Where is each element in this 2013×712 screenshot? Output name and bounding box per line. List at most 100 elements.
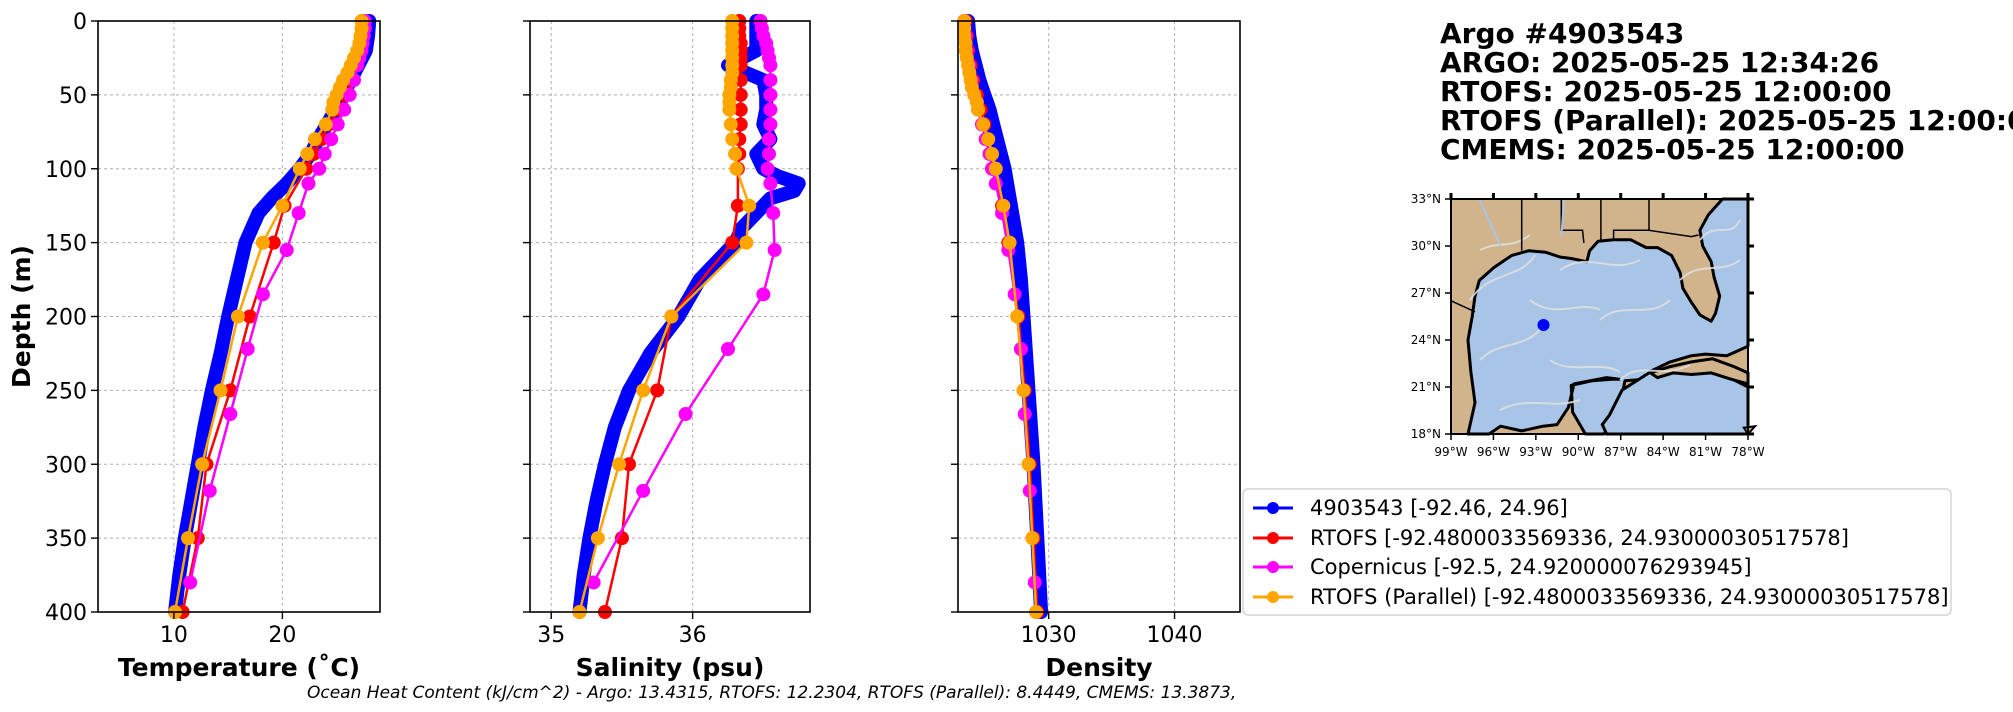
map-lon-label: 84°W xyxy=(1647,445,1680,459)
data-point-copernicus xyxy=(240,342,255,357)
data-point-rtofs xyxy=(223,383,238,398)
title-line-argo-time: ARGO: 2025-05-25 12:34:26 xyxy=(1440,46,1879,79)
data-point-copernicus xyxy=(312,161,327,176)
data-point-copernicus xyxy=(279,243,294,258)
legend-label-rtofs: RTOFS [-92.4800033569336, 24.93000030517… xyxy=(1310,526,1849,550)
data-point-parallel xyxy=(981,132,996,147)
panel-1: 35 36 Salinity (psu) xyxy=(523,14,811,682)
data-point-copernicus xyxy=(767,243,782,258)
data-point-copernicus xyxy=(301,176,316,191)
data-point-copernicus xyxy=(761,146,776,161)
legend-label-argo: 4903543 [-92.46, 24.96] xyxy=(1310,496,1568,520)
current-streamline xyxy=(1469,254,1536,301)
data-point-parallel xyxy=(739,235,754,250)
data-point-parallel xyxy=(725,132,740,147)
map-frame xyxy=(1450,198,1749,435)
data-point-parallel xyxy=(636,383,651,398)
profile-panels: 0 50 100 150 200 250 300 350 400 10 20 Temperature … xyxy=(7,10,1241,682)
data-point-parallel xyxy=(275,198,290,213)
current-streamline xyxy=(1479,234,1531,251)
state-border xyxy=(1612,199,1650,240)
data-point-parallel xyxy=(181,531,196,546)
data-point-parallel xyxy=(996,198,1011,213)
data-point-copernicus xyxy=(291,206,306,221)
data-point-copernicus xyxy=(763,73,778,88)
data-point-copernicus xyxy=(763,58,778,73)
current-streamline xyxy=(1529,299,1601,311)
x-tick-label: 36 xyxy=(679,623,707,648)
title-line-cmems-time: CMEMS: 2025-05-25 12:00:00 xyxy=(1440,133,1905,166)
data-point-copernicus xyxy=(763,176,778,191)
data-point-parallel xyxy=(742,198,757,213)
x-axis-label: Temperature (˚C) xyxy=(118,653,360,682)
y-tick-label: 200 xyxy=(45,306,87,331)
legend-marker-parallel xyxy=(1267,591,1279,603)
current-streamline xyxy=(1499,399,1581,411)
panel-2: 1030 1040 Density xyxy=(951,14,1241,682)
data-point-parallel xyxy=(976,117,991,132)
figure-title: Argo #4903543 ARGO: 2025-05-25 12:34:26 … xyxy=(1440,17,2013,166)
location-map: 33°N 30°N 27°N 24°N 21°N 18°N 99°W 96°W 93°W 90°W… xyxy=(1411,192,1765,459)
country-border xyxy=(1450,300,1476,313)
float-location-marker xyxy=(1537,318,1550,331)
map-lat-label: 27°N xyxy=(1411,286,1441,300)
data-point-parallel xyxy=(728,146,743,161)
x-tick-label: 1040 xyxy=(1147,623,1203,648)
map-lat-label: 24°N xyxy=(1411,333,1441,347)
series-line-argo xyxy=(572,14,806,619)
data-point-parallel xyxy=(325,102,340,117)
data-point-parallel xyxy=(307,132,322,147)
current-streamline xyxy=(1699,219,1741,241)
map-lon-label: 96°W xyxy=(1477,445,1510,459)
data-point-parallel xyxy=(255,235,270,250)
data-point-parallel xyxy=(971,102,986,117)
y-tick-label: 250 xyxy=(45,379,87,404)
data-point-parallel xyxy=(195,457,210,472)
title-line-rtofs-time: RTOFS: 2025-05-25 12:00:00 xyxy=(1440,75,1892,108)
data-point-parallel xyxy=(1010,309,1025,324)
data-point-parallel xyxy=(300,146,315,161)
data-point-copernicus xyxy=(337,102,352,117)
map-lat-label: 30°N xyxy=(1411,239,1441,253)
data-point-parallel xyxy=(664,309,679,324)
map-lon-label: 93°W xyxy=(1519,445,1552,459)
data-point-rtofs xyxy=(730,198,745,213)
legend-marker-argo xyxy=(1267,502,1279,514)
title-line-argo-id: Argo #4903543 xyxy=(1440,17,1684,50)
island-land xyxy=(1742,424,1758,436)
data-point-copernicus xyxy=(202,483,217,498)
data-point-rtofs xyxy=(242,309,257,324)
legend-marker-copernicus xyxy=(1267,561,1279,573)
data-point-copernicus xyxy=(766,206,781,221)
data-point-parallel xyxy=(729,161,744,176)
data-point-rtofs xyxy=(733,87,748,102)
data-point-copernicus xyxy=(763,102,778,117)
current-streamline xyxy=(1679,259,1741,281)
data-point-rtofs xyxy=(650,383,665,398)
data-point-copernicus xyxy=(183,575,198,590)
legend-marker-rtofs xyxy=(1267,532,1279,544)
data-point-copernicus xyxy=(761,132,776,147)
river xyxy=(1560,198,1566,237)
data-point-rtofs xyxy=(621,457,636,472)
data-point-copernicus xyxy=(763,117,778,132)
panel-0: 0 50 100 150 200 250 300 350 400 10 20 Temperature … xyxy=(7,10,381,682)
current-streamline xyxy=(1599,299,1671,321)
map-lon-label: 87°W xyxy=(1604,445,1637,459)
river xyxy=(1478,198,1502,247)
current-streamline xyxy=(1619,364,1691,381)
map-lon-label: 99°W xyxy=(1434,445,1467,459)
data-point-copernicus xyxy=(636,483,651,498)
data-point-parallel xyxy=(590,531,605,546)
data-point-copernicus xyxy=(760,161,775,176)
data-point-parallel xyxy=(988,161,1003,176)
legend-frame xyxy=(1242,488,1952,616)
data-point-copernicus xyxy=(330,117,345,132)
data-point-parallel xyxy=(230,309,245,324)
data-point-copernicus xyxy=(720,342,735,357)
y-tick-label: 100 xyxy=(45,158,87,183)
data-point-rtofs xyxy=(733,117,748,132)
data-point-copernicus xyxy=(763,87,778,102)
map-lon-label: 78°W xyxy=(1731,445,1764,459)
data-point-copernicus xyxy=(317,146,332,161)
